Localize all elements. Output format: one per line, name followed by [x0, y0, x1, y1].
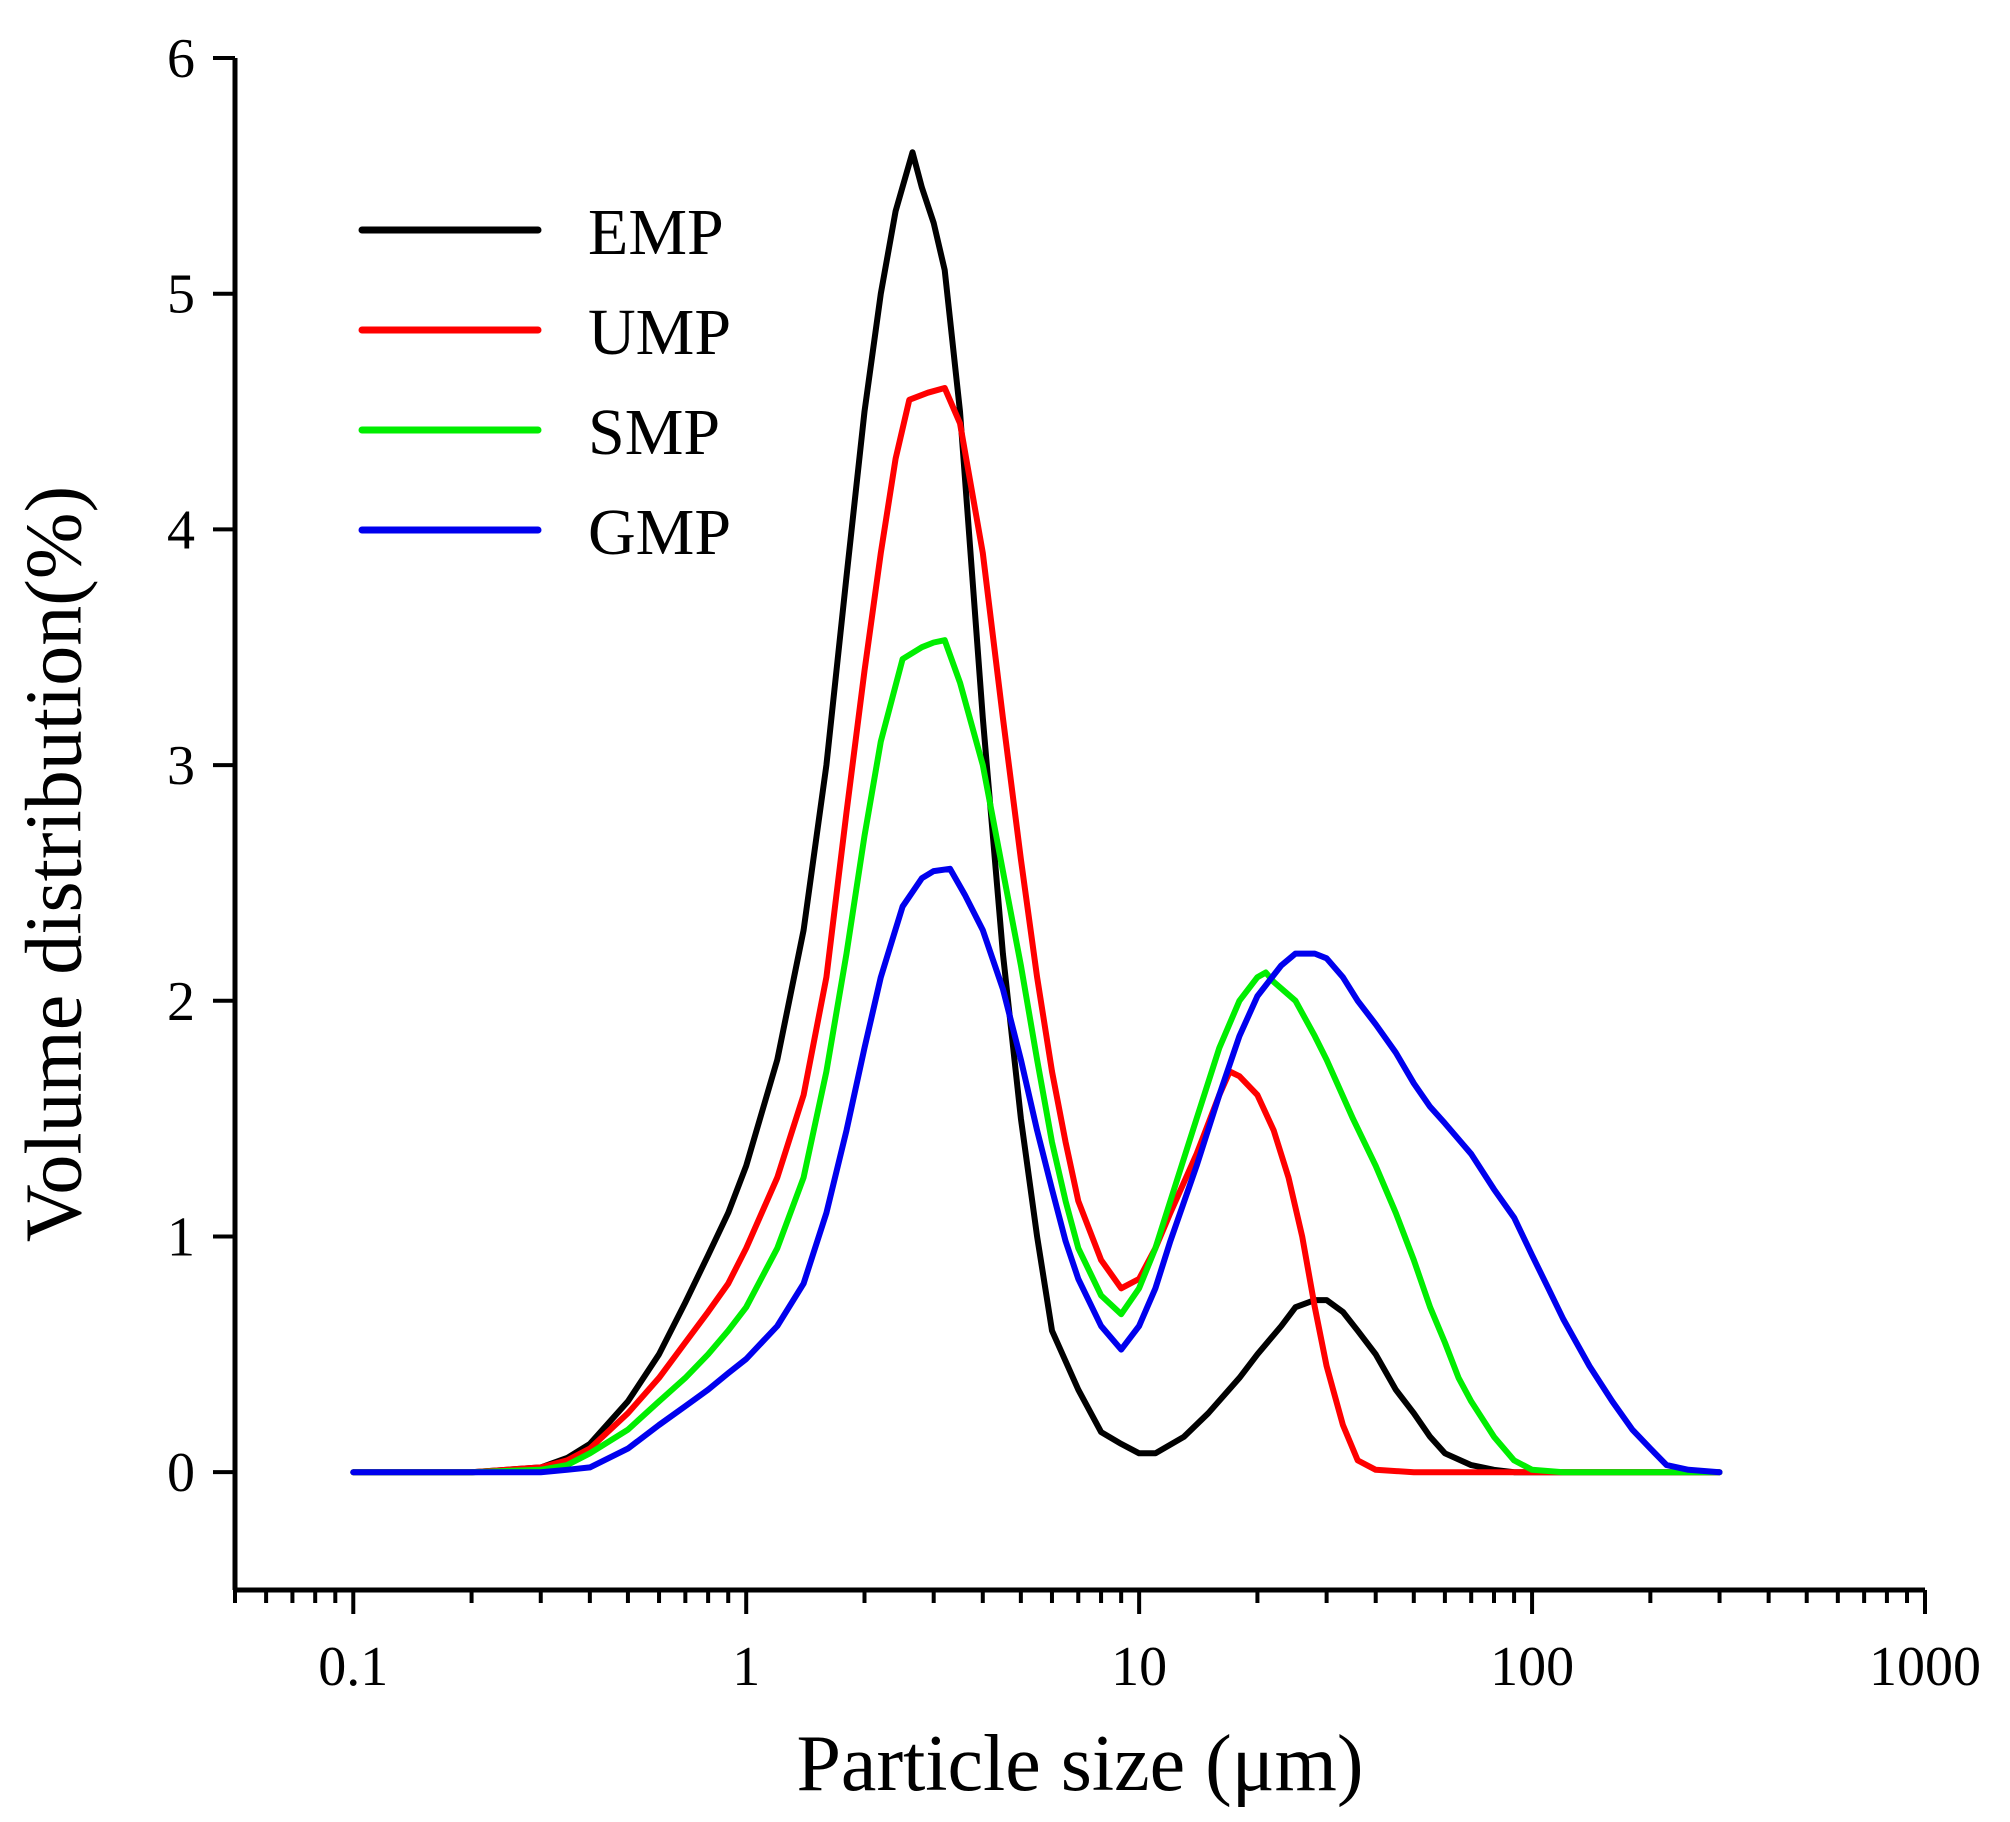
- x-tick-label: 1: [732, 1636, 760, 1698]
- x-tick-label: 1000: [1869, 1636, 1981, 1698]
- y-tick-label: 3: [167, 735, 195, 797]
- legend: EMP UMP SMP GMP: [358, 196, 731, 569]
- legend-label-emp: EMP: [588, 196, 724, 269]
- legend-label-gmp: GMP: [588, 496, 731, 569]
- series-line-emp: [350, 149, 1723, 1476]
- plot-area: [350, 149, 1723, 1476]
- y-tick-label: 2: [167, 971, 195, 1033]
- x-axis-ticks: 0.1 1 10 100 1000: [233, 1590, 1981, 1698]
- series-line-gmp: [350, 865, 1723, 1476]
- x-tick-label: 0.1: [318, 1636, 388, 1698]
- legend-label-ump: UMP: [588, 296, 731, 369]
- y-axis-ticks: 0 1 2 3 4 5 6: [167, 28, 235, 1504]
- y-tick-label: 1: [167, 1206, 195, 1268]
- legend-label-smp: SMP: [588, 396, 720, 469]
- y-tick-label: 4: [167, 499, 195, 561]
- x-tick-label: 100: [1490, 1636, 1574, 1698]
- axes-layer: 0 1 2 3 4 5 6 0.1 1 10 100 1000: [167, 28, 1981, 1698]
- series-layer: [350, 149, 1723, 1476]
- y-axis-title: Volume distribution(%): [10, 486, 98, 1242]
- x-axis-title: Particle size (μm): [796, 1720, 1363, 1808]
- y-tick-label: 5: [167, 264, 195, 326]
- x-tick-label: 10: [1111, 1636, 1167, 1698]
- series-line-ump: [350, 385, 1723, 1476]
- y-tick-label: 6: [167, 28, 195, 90]
- y-tick-label: 0: [167, 1442, 195, 1504]
- series-line-smp: [350, 637, 1723, 1476]
